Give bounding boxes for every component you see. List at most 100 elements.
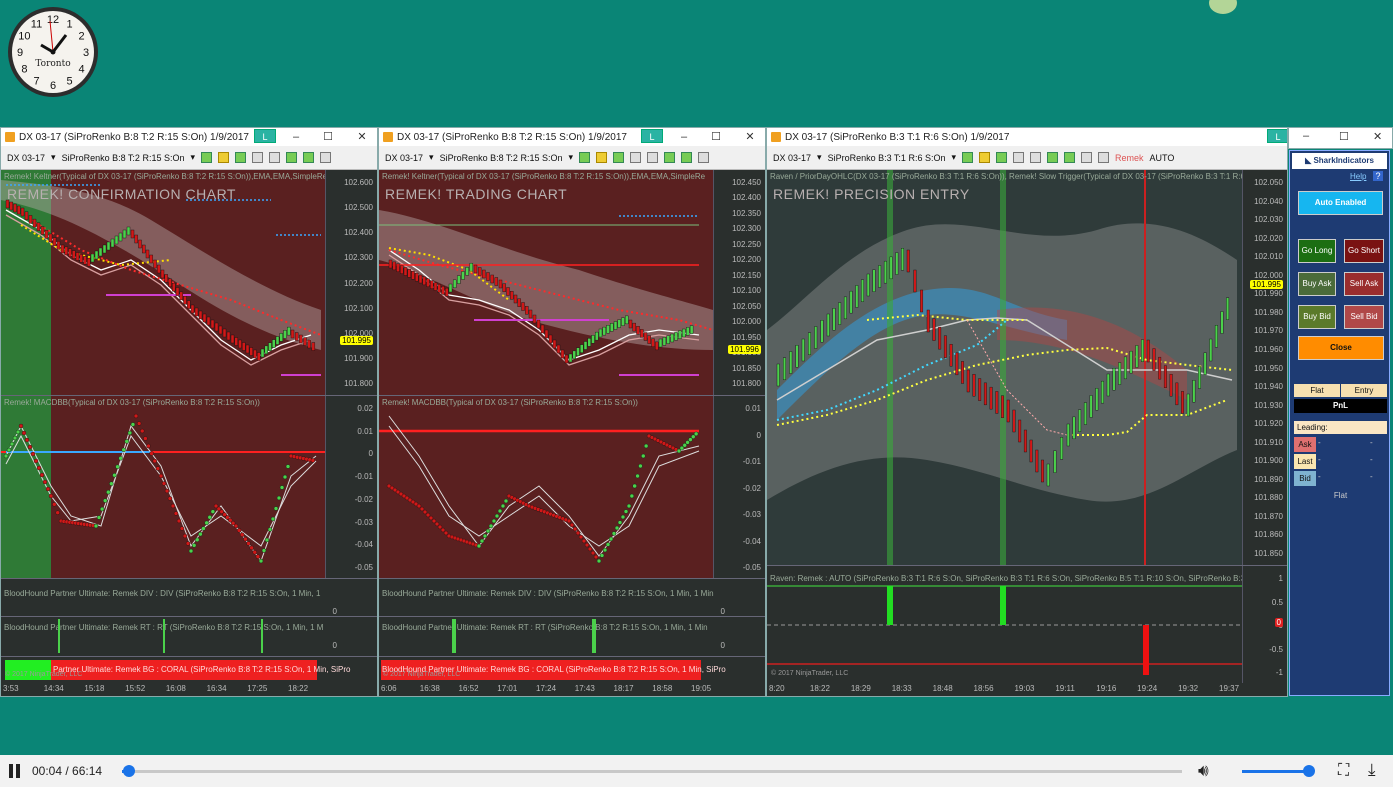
instrument-selector[interactable]: DX 03-17 [385,152,424,163]
div-panel[interactable]: BloodHound Partner Ultimate: Remek DIV :… [379,578,765,616]
div-panel[interactable]: BloodHound Partner Ultimate: Remek DIV :… [1,578,377,616]
strategies-icon[interactable] [303,152,314,163]
price-panel[interactable]: Raven / PriorDayOHLC(DX 03-17 (SiProRenk… [767,170,1287,565]
maximize-button[interactable]: ☐ [711,131,721,143]
time-axis[interactable]: 3:53 14:34 15:18 15:52 16:08 16:34 17:25 18:22 [1,682,377,696]
renko-bar-down [1023,429,1027,453]
snapshot-icon[interactable] [1098,152,1109,163]
volume-icon[interactable]: 🔊︎ [1198,761,1209,780]
minimize-button[interactable]: – [1303,130,1310,142]
price-panel[interactable]: Remek! Keltner(Typical of DX 03-17 (SiPr… [1,170,377,395]
seek-handle[interactable] [123,765,136,777]
buy-bid-button[interactable]: Buy Bid [1298,305,1336,329]
bars-icon[interactable] [962,152,973,163]
div-panel-label: BloodHound Partner Ultimate: Remek DIV :… [4,589,321,598]
pencil-icon[interactable] [218,152,229,163]
bg-panel[interactable]: Partner Ultimate: Remek BG : CORAL (SiPr… [1,656,377,684]
minimize-button[interactable]: – [292,131,300,143]
chart-window-trading[interactable]: DX 03-17 (SiProRenko B:8 T:2 R:15 S:On) … [378,127,766,697]
close-button[interactable]: ✕ [1373,131,1383,143]
seek-track[interactable] [122,765,1182,777]
bartype-selector[interactable]: SiProRenko B:3 T:1 R:6 S:On [827,152,946,163]
price-axis[interactable]: 102.450 102.400 102.350 102.300 102.250 102.2… [713,170,765,395]
buy-ask-button[interactable]: Buy Ask [1298,272,1336,296]
sell-bid-button[interactable]: Sell Bid [1344,305,1384,329]
properties-icon[interactable] [269,152,280,163]
renko-bar-up [826,313,830,337]
renko-bar-up [855,285,859,308]
link-button[interactable]: L [254,129,276,143]
rt-panel[interactable]: BloodHound Partner Ultimate: Remek RT : … [1,616,377,656]
marker-icon[interactable] [996,152,1007,163]
auto-selector[interactable]: AUTO [1149,152,1175,163]
window-titlebar[interactable]: DX 03-17 (SiProRenko B:3 T:1 R:6 S:On) 1… [767,128,1287,146]
zoom-icon[interactable] [1013,152,1024,163]
bartype-selector[interactable]: SiProRenko B:8 T:2 R:15 S:On [439,152,563,163]
pause-icon[interactable] [9,764,21,778]
auto-enabled-button[interactable]: Auto Enabled [1298,191,1383,215]
auto-signal-panel[interactable]: Raven: Remek : AUTO (SiProRenko B:3 T:1 … [767,565,1287,683]
instrument-selector[interactable]: DX 03-17 [7,152,46,163]
snapshot-icon[interactable] [320,152,331,163]
close-position-button[interactable]: Close [1298,336,1384,360]
volume-slider[interactable] [1242,765,1315,777]
zoom-icon[interactable] [252,152,263,163]
macd-panel[interactable]: Remek! MACDBB(Typical of DX 03-17 (SiPro… [1,395,377,578]
renko-bar-up [625,315,629,325]
price-axis[interactable]: 102.050 102.040 102.030 102.020 102.010 102.0… [1242,170,1287,565]
bartype-selector[interactable]: SiProRenko B:8 T:2 R:15 S:On [61,152,185,163]
macd-axis[interactable]: 0.02 0.01 0 -0.01 -0.02 -0.03 -0.04 -0.05 [325,396,377,578]
window-titlebar[interactable]: DX 03-17 (SiProRenko B:8 T:2 R:15 S:On) … [379,128,765,146]
download-icon[interactable]: ⤓ [1368,760,1376,779]
indicators-icon[interactable] [286,152,297,163]
sell-ask-button[interactable]: Sell Ask [1344,272,1384,296]
close-button[interactable]: ✕ [357,131,367,143]
go-long-button[interactable]: Go Long [1298,239,1336,263]
pencil-icon[interactable] [596,152,607,163]
snapshot-icon[interactable] [698,152,709,163]
zoom-icon[interactable] [630,152,641,163]
link-button[interactable]: L [1267,129,1287,143]
chart-window-confirmation[interactable]: DX 03-17 (SiProRenko B:8 T:2 R:15 S:On) … [0,127,378,697]
fullscreen-icon[interactable]: ⛶ [1338,762,1350,779]
volume-handle[interactable] [1302,765,1315,777]
time-axis[interactable]: 8:20 18:22 18:29 18:33 18:48 18:56 19:03 19:11 1… [767,682,1287,696]
properties-icon[interactable] [647,152,658,163]
close-button[interactable]: ✕ [745,131,755,143]
bars-icon[interactable] [201,152,212,163]
marker-icon[interactable] [235,152,246,163]
minimize-button[interactable]: – [680,131,688,143]
window-titlebar[interactable]: DX 03-17 (SiProRenko B:8 T:2 R:15 S:On) … [1,128,377,146]
bg-panel[interactable]: BloodHound Partner Ultimate: Remek BG : … [379,656,765,684]
maximize-button[interactable]: ☐ [323,131,333,143]
indicators-icon[interactable] [664,152,675,163]
macd-axis[interactable]: 0.01 0 -0.01 -0.02 -0.03 -0.04 -0.05 [713,396,765,578]
price-axis[interactable]: 102.600 102.500 102.400 102.300 102.200 102.1… [325,170,377,395]
position-header-flat: Flat [1294,384,1340,397]
chart-window-precision[interactable]: DX 03-17 (SiProRenko B:3 T:1 R:6 S:On) 1… [766,127,1288,697]
strategies-icon[interactable] [1064,152,1075,163]
link-button[interactable]: L [641,129,663,143]
time-tick: 17:25 [247,684,268,693]
bars-icon[interactable] [579,152,590,163]
indicators-icon[interactable] [1047,152,1058,163]
instrument-selector[interactable]: DX 03-17 [773,152,812,163]
renko-bar-down [56,241,61,250]
dollar-icon[interactable] [1081,152,1092,163]
help-link[interactable]: Help [1350,172,1367,181]
help-question-icon[interactable]: ? [1373,171,1383,181]
auto-axis[interactable]: 10.50-0.5-10 [1242,566,1287,683]
macd-panel[interactable]: Remek! MACDBB(Typical of DX 03-17 (SiPro… [379,395,765,578]
price-panel[interactable]: Remek! Keltner(Typical of DX 03-17 (SiPr… [379,170,765,395]
renko-bar-up [795,345,799,368]
maximize-button[interactable]: ☐ [1339,131,1349,143]
strategies-icon[interactable] [681,152,692,163]
go-short-button[interactable]: Go Short [1344,239,1384,263]
auto-panel-label: Raven: Remek : AUTO (SiProRenko B:3 T:1 … [770,574,1246,583]
rt-panel[interactable]: BloodHound Partner Ultimate: Remek RT : … [379,616,765,656]
price-panel-label: Raven / PriorDayOHLC(DX 03-17 (SiProRenk… [770,172,1245,181]
time-axis[interactable]: 6:06 16:38 16:52 17:01 17:24 17:43 18:17 18:58 1… [379,682,765,696]
marker-icon[interactable] [613,152,624,163]
properties-icon[interactable] [1030,152,1041,163]
pencil-icon[interactable] [979,152,990,163]
